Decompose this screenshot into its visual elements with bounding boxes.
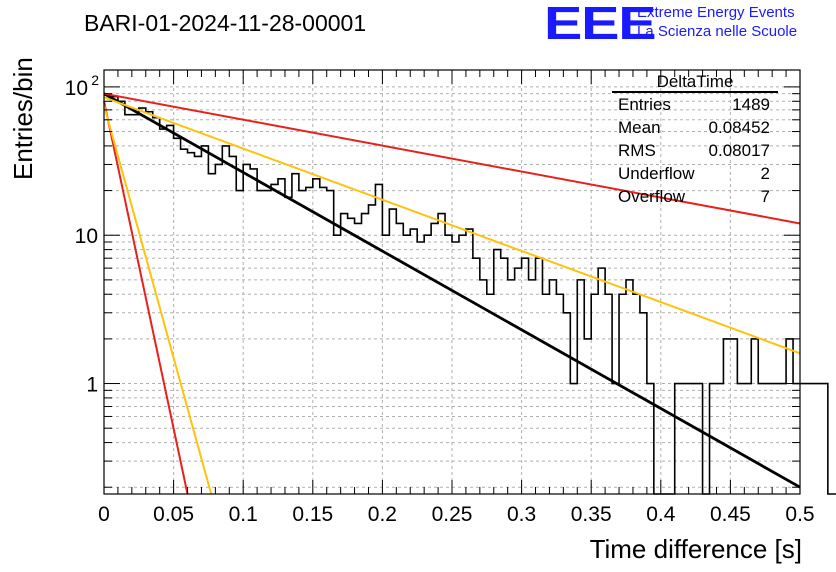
chart-title: BARI-01-2024-11-28-00001 [84, 10, 367, 36]
fit-lines [103, 92, 801, 495]
y-tick-label: 10 [75, 225, 98, 248]
x-axis-label: Time difference [s] [589, 534, 802, 564]
stats-label: Mean [618, 118, 661, 137]
x-tick-label: 0.05 [153, 503, 194, 526]
curve-red-fast [103, 101, 189, 495]
x-tick-label: 0.4 [646, 503, 676, 526]
y-tick-label: 1 [86, 374, 98, 397]
stats-value: 1489 [732, 95, 770, 114]
grid [104, 70, 800, 494]
stats-value: 0.08452 [708, 118, 770, 137]
axis-ticks [103, 70, 801, 494]
curve-orange-fast [103, 105, 213, 495]
stats-row-rms: RMS 0.08017 [612, 139, 778, 162]
x-tick-label: 0.45 [710, 503, 751, 526]
y-axis-label: Entries/bin [8, 57, 38, 180]
stats-row-entries: Entries 1489 [612, 93, 778, 116]
eee-logo: EEE [544, 0, 657, 49]
stats-row-overflow: Overflow 7 [612, 185, 778, 208]
logo-caption-2: La Scienza nelle Scuole [637, 23, 798, 40]
tick-labels: 0 0.05 0.1 0.15 0.2 0.25 0.3 0.35 0.4 0.45 0.5 1 10 1… [65, 72, 815, 526]
curve-orange-slow [103, 96, 801, 355]
y-tick-exponent: 2 [91, 72, 99, 88]
x-tick-label: 0.2 [368, 503, 397, 526]
y-tick-label: 10 [65, 77, 88, 100]
x-tick-label: 0.25 [432, 503, 473, 526]
stats-row-underflow: Underflow 2 [612, 162, 778, 185]
x-tick-label: 0.1 [229, 503, 258, 526]
stats-label: RMS [618, 141, 656, 160]
curve-red-slow [103, 92, 801, 225]
stats-label: Entries [618, 95, 671, 114]
logo-caption-1: Extreme Energy Events [637, 4, 795, 21]
stats-row-mean: Mean 0.08452 [612, 116, 778, 139]
curve-fit [103, 92, 801, 489]
stats-value: 0.08017 [708, 141, 770, 160]
stats-title: DeltaTime [612, 72, 778, 93]
x-tick-label: 0.35 [571, 503, 612, 526]
stats-value: 7 [760, 187, 770, 206]
x-tick-label: 0.15 [292, 503, 333, 526]
x-tick-label: 0 [98, 503, 110, 526]
x-tick-label: 0.3 [507, 503, 536, 526]
stats-box: DeltaTime Entries 1489 Mean 0.08452 RMS 0.0… [612, 72, 778, 208]
stats-label: Underflow [618, 164, 695, 183]
stats-value: 2 [760, 164, 770, 183]
stats-label: Overflow [618, 187, 686, 206]
x-tick-label: 0.5 [785, 503, 814, 526]
